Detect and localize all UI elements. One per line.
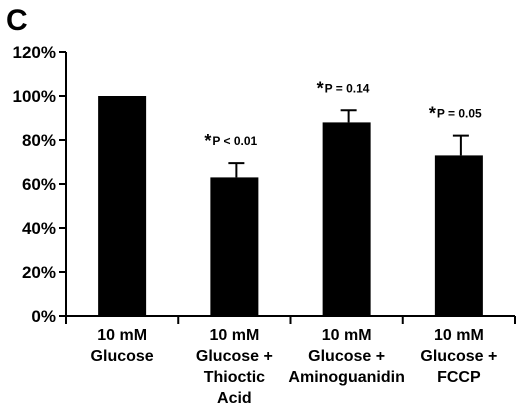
x-category-label: Glucose [91, 348, 154, 365]
x-category-label: Thioctic [204, 369, 265, 386]
y-tick-label: 60% [22, 175, 56, 194]
significance-star: * [317, 78, 324, 98]
x-category-label: 10 mM [322, 327, 372, 344]
x-category-label: Acid [217, 390, 252, 407]
error-bars [228, 109, 469, 178]
significance-star: * [429, 104, 436, 124]
p-value-label: P = 0.14 [325, 81, 370, 95]
panel-label: C [6, 4, 28, 37]
x-category-label: Glucose + [420, 348, 497, 365]
category-labels: 10 mM Glucose 10 mM Glucose + Thioctic Acid 10… [91, 327, 498, 407]
x-axis [65, 315, 516, 324]
y-tick-label: 20% [22, 263, 56, 282]
x-category-label: 10 mM [97, 327, 147, 344]
y-tick-label: 120% [13, 43, 56, 62]
x-category-label: FCCP [437, 369, 481, 386]
x-category-label: Glucose + [196, 348, 273, 365]
bar [210, 177, 259, 316]
y-tick-label: 40% [22, 219, 56, 238]
bar [98, 96, 147, 316]
p-value-label: P = 0.05 [437, 107, 482, 121]
y-axis: 0% 20% 40% 60% 80% 100% 120% [13, 43, 67, 326]
y-tick-label: 0% [31, 307, 56, 326]
annotations: * P < 0.01* P = 0.14* P = 0.05 [204, 78, 482, 151]
p-value-label: P < 0.01 [212, 134, 257, 148]
significance-star: * [204, 131, 211, 151]
bar [322, 122, 371, 317]
bar [434, 155, 483, 316]
x-category-label: 10 mM [209, 327, 259, 344]
bars [98, 96, 483, 317]
x-category-label: 10 mM [434, 327, 484, 344]
x-category-label: Aminoguanidin [288, 369, 404, 386]
y-tick-label: 80% [22, 131, 56, 150]
x-category-label: Glucose + [308, 348, 385, 365]
y-tick-label: 100% [13, 87, 56, 106]
